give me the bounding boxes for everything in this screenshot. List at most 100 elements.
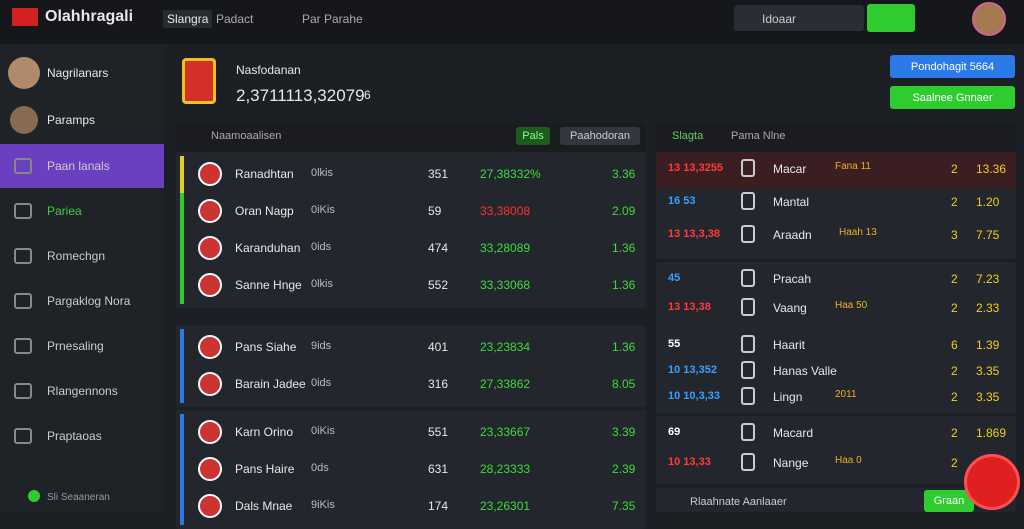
odds[interactable]: 1.39 [976, 338, 1000, 352]
odds[interactable]: 8.05 [612, 377, 636, 391]
row-value: 13 13,3,38 [668, 228, 720, 240]
odds[interactable]: 3.39 [612, 425, 636, 439]
row-value: 10 10,3,33 [668, 390, 720, 402]
team-tag: Fana 11 [835, 161, 871, 172]
team-tag: Haa 50 [835, 300, 868, 311]
team-badge [198, 236, 222, 260]
menu-icon [14, 158, 32, 174]
avatar[interactable] [972, 2, 1006, 36]
team-name: Nange [773, 456, 809, 470]
team-name: Macard [773, 426, 814, 440]
footer-button[interactable]: Graan [924, 490, 974, 512]
team-name: Karn Orino [235, 425, 294, 439]
team-name: Vaang [773, 301, 807, 315]
menu-item[interactable]: Pariea [47, 204, 82, 218]
team-badge [198, 162, 222, 186]
action-button[interactable] [867, 4, 915, 32]
row-highlight [656, 152, 1016, 189]
percent: 27,33862 [480, 377, 531, 391]
team-name: Haarit [773, 338, 806, 352]
team-icon [741, 335, 755, 353]
score: 2 [951, 272, 958, 286]
menu-icon [14, 293, 32, 309]
team-tag: 9iKis [311, 499, 335, 511]
chat-button[interactable] [964, 454, 1020, 510]
odds[interactable]: 1.869 [976, 426, 1007, 440]
team-badge [198, 494, 222, 518]
odds[interactable]: 2.39 [612, 462, 636, 476]
percent: 23,26301 [480, 499, 531, 513]
user-name[interactable]: Paramps [47, 113, 96, 127]
secondary-button[interactable]: Saalnee Gnnaer [890, 86, 1015, 109]
odds[interactable]: 3.36 [612, 167, 636, 181]
filter-button[interactable]: Pals [516, 127, 550, 145]
count: 552 [428, 278, 449, 292]
menu-item[interactable]: Rlangennons [47, 384, 118, 398]
odds[interactable]: 2.33 [976, 301, 1000, 315]
row-value: 16 53 [668, 195, 696, 207]
group-box [176, 325, 646, 407]
count: 631 [428, 462, 449, 476]
team-icon [741, 269, 755, 287]
team-badge [198, 420, 222, 444]
row-stripe [180, 156, 184, 193]
percent: 23,33667 [480, 425, 531, 439]
team-icon [741, 387, 755, 405]
tab[interactable]: Slangra [163, 10, 213, 28]
menu-item[interactable]: Prnesaling [47, 339, 104, 353]
odds[interactable]: 7.75 [976, 228, 1000, 242]
row-stripe [180, 366, 184, 403]
percent: 28,23333 [480, 462, 531, 476]
menu-item[interactable]: Paan lanals [47, 159, 110, 173]
row-value: 13 13,3255 [668, 162, 724, 174]
team-icon [741, 423, 755, 441]
odds[interactable]: 7.35 [612, 499, 636, 513]
logo-icon [12, 8, 38, 26]
count: 316 [428, 377, 449, 391]
search-text: Idoaar [762, 12, 797, 26]
balance: 2,3711113,32079 [236, 86, 365, 105]
odds[interactable]: 7.23 [976, 272, 1000, 286]
row-value: 13 13,38 [668, 301, 711, 313]
row-value: 55 [668, 338, 681, 350]
tab[interactable]: Padact [216, 12, 254, 26]
odds[interactable]: 1.36 [612, 278, 636, 292]
team-tag: Haah 13 [839, 227, 877, 238]
right-tab[interactable]: Pama Nlne [731, 130, 786, 142]
odds[interactable]: 3.35 [976, 390, 1000, 404]
team-tag: 9ids [311, 340, 332, 352]
menu-item[interactable]: Pargaklog Nora [47, 294, 131, 308]
tab[interactable]: Par Parahe [302, 12, 363, 26]
odds[interactable]: 3.35 [976, 364, 1000, 378]
odds[interactable]: 2.09 [612, 204, 636, 218]
right-footer-text: Rlaahnate Aanlaaer [690, 496, 787, 508]
team-icon [741, 361, 755, 379]
percent: 33,38008 [480, 204, 531, 218]
right-tab[interactable]: Slagta [672, 130, 704, 142]
group-box [656, 262, 1016, 328]
team-name: Lingn [773, 390, 803, 404]
odds[interactable]: 1.36 [612, 340, 636, 354]
menu-item[interactable]: Romechgn [47, 249, 106, 263]
logo[interactable]: Olahhragali [45, 8, 134, 25]
action-button[interactable]: Paahodoran [560, 127, 640, 145]
search-box[interactable] [734, 5, 864, 31]
team-name: Araadn [773, 228, 812, 242]
team-tag: 0iKis [311, 204, 335, 216]
primary-button[interactable]: Pondohagit 5664 [890, 55, 1015, 78]
menu-icon [14, 248, 32, 264]
row-stripe [180, 414, 184, 451]
score: 2 [951, 162, 958, 176]
right-header [656, 122, 1016, 152]
odds[interactable]: 1.20 [976, 195, 1000, 209]
group-box [176, 152, 646, 308]
count: 59 [428, 204, 442, 218]
menu-item[interactable]: Praptaoas [47, 429, 102, 443]
row-stripe [180, 193, 184, 230]
team-tag: Haa 0 [835, 455, 862, 466]
odds[interactable]: 13.36 [976, 162, 1007, 176]
row-value: 10 13,33 [668, 456, 711, 468]
user-name[interactable]: Nagrilanars [47, 66, 109, 80]
odds[interactable]: 1.36 [612, 241, 636, 255]
